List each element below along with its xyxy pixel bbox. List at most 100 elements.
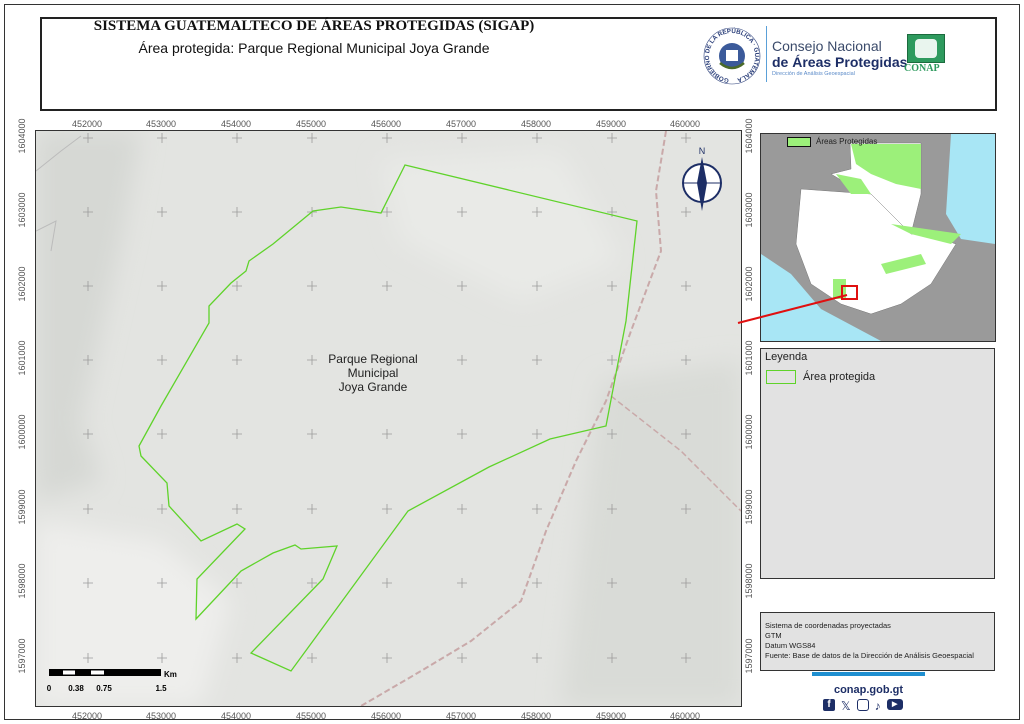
area-label-line1: Parque Regional [328, 352, 417, 366]
grid-cross [607, 653, 617, 663]
grid-cross [157, 653, 167, 663]
coordinate-info-panel: Sistema de coordenadas proyectadas GTM D… [760, 612, 995, 671]
grid-cross [232, 355, 242, 365]
legend-swatch [766, 370, 796, 384]
grid-cross [157, 281, 167, 291]
grid-cross [83, 133, 93, 143]
grid-crosses [83, 133, 691, 663]
x-tick-label-bottom: 452000 [71, 711, 103, 721]
x-tick-label-bottom: 455000 [295, 711, 327, 721]
scale-label: 1.5 [155, 684, 167, 693]
grid-cross [681, 355, 691, 365]
inset-legend-swatch [787, 137, 811, 147]
instagram-icon[interactable] [856, 699, 869, 711]
x-tick-label-bottom: 454000 [220, 711, 252, 721]
grid-cross [382, 578, 392, 588]
grid-cross [157, 578, 167, 588]
grid-cross [232, 281, 242, 291]
grid-cross [83, 429, 93, 439]
grid-cross [681, 207, 691, 217]
youtube-icon[interactable]: ▶ [886, 699, 903, 710]
grid-cross [681, 578, 691, 588]
grid-cross [532, 207, 542, 217]
grid-cross [307, 133, 317, 143]
y-tick-label-right: 1601000 [744, 340, 754, 376]
grid-cross [232, 429, 242, 439]
grid-cross [232, 207, 242, 217]
y-tick-label-left: 1597000 [17, 638, 27, 674]
grid-cross [157, 355, 167, 365]
legend-item-label: Área protegida [803, 371, 876, 383]
grid-cross [607, 578, 617, 588]
grid-cross [532, 355, 542, 365]
y-tick-label-right: 1603000 [744, 192, 754, 228]
info-line: Fuente: Base de datos de la Dirección de… [765, 651, 974, 660]
locator-line [737, 294, 848, 324]
x-tick-label-bottom: 456000 [370, 711, 402, 721]
facebook-icon[interactable]: f [823, 699, 835, 711]
area-label-line3: Joya Grande [339, 380, 408, 394]
x-icon[interactable]: 𝕏 [841, 699, 851, 713]
x-tick-label-bottom: 453000 [145, 711, 177, 721]
grid-cross [232, 504, 242, 514]
page-title: SISTEMA GUATEMALTECO DE ÁREAS PROTEGIDAS… [93, 18, 535, 34]
grid-cross [232, 133, 242, 143]
grid-cross [307, 653, 317, 663]
grid-cross [607, 133, 617, 143]
scale-bar: Km 0 0.38 0.75 1.5 [47, 669, 177, 693]
grid-cross [532, 281, 542, 291]
social-icons: f 𝕏 ♪ ▶ [823, 699, 903, 713]
grid-cross [83, 355, 93, 365]
x-tick-label-top: 458000 [520, 119, 552, 129]
logo-divider [766, 26, 767, 82]
grid-cross [681, 653, 691, 663]
scale-unit: Km [164, 670, 177, 679]
grid-cross [157, 504, 167, 514]
x-tick-label-bottom: 460000 [669, 711, 701, 721]
grid-cross [607, 355, 617, 365]
inset-legend-label: Áreas Protegidas [816, 137, 878, 146]
footer-accent-bar [812, 672, 925, 676]
page-frame [4, 4, 1020, 720]
grid-cross [457, 133, 467, 143]
main-map[interactable]: Parque Regional Municipal Joya Grande N … [35, 130, 742, 707]
location-highlight-box [841, 285, 858, 300]
council-name-line1: Consejo Nacional [772, 38, 882, 54]
grid-cross [307, 281, 317, 291]
y-tick-label-right: 1604000 [744, 118, 754, 154]
y-tick-label-right: 1600000 [744, 414, 754, 450]
info-line: GTM [765, 631, 782, 640]
scale-label: 0 [47, 684, 52, 693]
tiktok-icon[interactable]: ♪ [874, 699, 881, 713]
grid-cross [457, 355, 467, 365]
conap-logo-text: CONAP [904, 63, 940, 74]
grid-cross [157, 429, 167, 439]
y-tick-label-left: 1603000 [17, 192, 27, 228]
x-tick-label-top: 459000 [595, 119, 627, 129]
council-name-line2: de Áreas Protegidas [772, 54, 908, 70]
grid-cross [83, 281, 93, 291]
legend-title: Leyenda [765, 351, 808, 363]
y-tick-label-left: 1599000 [17, 489, 27, 525]
inset-canvas [761, 134, 995, 341]
grid-cross [681, 281, 691, 291]
y-tick-label-left: 1604000 [17, 118, 27, 154]
protected-area-boundary[interactable] [138, 164, 638, 672]
info-line: Sistema de coordenadas proyectadas [765, 621, 891, 630]
x-tick-label-top: 452000 [71, 119, 103, 129]
grid-cross [307, 355, 317, 365]
roads [36, 131, 741, 706]
website-link[interactable]: conap.gob.gt [833, 684, 904, 696]
grid-cross [607, 429, 617, 439]
grid-cross [532, 653, 542, 663]
grid-cross [457, 429, 467, 439]
terrain-shading [36, 131, 741, 706]
y-tick-label-right: 1597000 [744, 638, 754, 674]
grid-cross [157, 133, 167, 143]
x-tick-label-top: 455000 [295, 119, 327, 129]
x-tick-label-top: 457000 [445, 119, 477, 129]
page-subtitle: Área protegida: Parque Regional Municipa… [138, 40, 490, 56]
grid-cross [532, 133, 542, 143]
x-tick-label-bottom: 457000 [445, 711, 477, 721]
x-tick-label-bottom: 459000 [595, 711, 627, 721]
